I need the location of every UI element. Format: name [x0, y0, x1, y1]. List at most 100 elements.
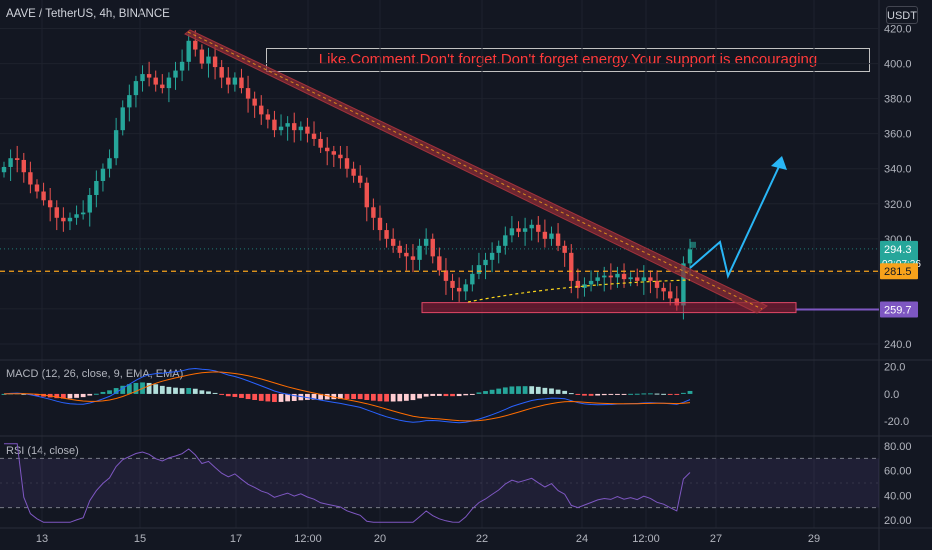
candle-body [536, 224, 541, 232]
macd-histogram-bar [522, 386, 528, 394]
candle-body [384, 230, 389, 239]
macd-histogram-bar [74, 393, 79, 398]
candle-body [404, 252, 409, 257]
currency-button[interactable]: USDT [886, 6, 918, 24]
support-badge: 259.7 [884, 304, 912, 316]
time-tick-label: 13 [36, 533, 48, 545]
macd-histogram-bar [245, 393, 251, 400]
candle-body [127, 95, 132, 108]
price-tick-label: 400.0 [884, 59, 912, 71]
macd-histogram-bar [687, 390, 693, 394]
rounded-bottom-curve [467, 279, 691, 303]
macd-histogram-bar [166, 386, 172, 394]
macd-histogram-bar [232, 393, 238, 397]
macd-histogram-bar [219, 393, 225, 395]
macd-histogram-bar [502, 387, 508, 394]
macd-histogram-bar [351, 393, 356, 400]
candle-body [615, 273, 620, 278]
candle-body [1, 166, 7, 173]
candle-body [173, 70, 178, 78]
candle-body [120, 107, 125, 131]
price-tick-label: 320.0 [884, 199, 912, 211]
macd-histogram-bar [298, 393, 304, 401]
candle-body [186, 40, 191, 62]
macd-histogram-bar [628, 393, 634, 395]
candle-body [226, 77, 231, 85]
macd-histogram-bar [305, 393, 310, 400]
macd-histogram-bar [278, 393, 284, 402]
macd-histogram-bar [456, 393, 462, 397]
candle-body [212, 56, 218, 68]
candle-body [74, 214, 79, 218]
macd-histogram-bar [364, 393, 370, 400]
last-price-badge: 294.3 [884, 244, 912, 256]
macd-histogram-bar [648, 393, 653, 395]
candle-body [641, 277, 647, 281]
candle-body [582, 284, 587, 288]
candle-body [516, 228, 521, 232]
macd-histogram-bar [159, 385, 165, 394]
candle-body [628, 277, 633, 280]
macd-histogram-bar [463, 393, 469, 396]
candle-body [681, 263, 686, 306]
candle-body [377, 217, 383, 231]
macd-histogram-bar [423, 393, 429, 397]
macd-histogram-bar [681, 392, 686, 394]
candle-body [87, 195, 92, 213]
candle-body [206, 56, 211, 64]
macd-histogram-bar [265, 393, 271, 402]
macd-histogram-bar [225, 393, 231, 397]
time-tick-label: 15 [134, 533, 146, 545]
macd-histogram-bar [390, 393, 396, 402]
macd-histogram-bar [377, 393, 383, 402]
signal-line [3, 371, 691, 422]
candle-body [318, 138, 323, 148]
macd-histogram-bar [54, 393, 60, 399]
candle-body [166, 77, 172, 89]
candle-body [311, 133, 317, 139]
macd-histogram-bar [126, 384, 132, 394]
macd-histogram-bar [509, 386, 515, 394]
macd-histogram-bar [562, 390, 568, 394]
candle-body [503, 235, 508, 246]
candle-body [14, 158, 20, 160]
candle-body [569, 252, 574, 281]
candle-body [588, 280, 594, 285]
candle-body [298, 126, 304, 131]
projection-arrowhead [771, 156, 787, 170]
level-badge: 281.5 [884, 266, 912, 278]
macd-histogram-bar [186, 387, 192, 394]
rsi-tick-label: 20.00 [884, 515, 912, 527]
candle-body [34, 184, 40, 192]
candle-body [325, 147, 330, 152]
macd-histogram-bar [120, 385, 126, 394]
candle-body [344, 158, 350, 169]
rsi-tick-label: 40.00 [884, 490, 912, 502]
macd-tick-label: 20.0 [884, 362, 905, 374]
macd-histogram-bar [608, 393, 614, 395]
candle-body [285, 123, 290, 127]
macd-histogram-bar [403, 393, 409, 401]
last-bar-marker [690, 241, 696, 248]
time-tick-label: 24 [576, 533, 588, 545]
candle-body [252, 98, 257, 106]
level-badge-bg [880, 263, 918, 280]
macd-histogram-bar [344, 393, 350, 399]
support-zone [421, 302, 797, 314]
candle-body [562, 245, 567, 253]
candle-body [357, 175, 363, 183]
candle-body [100, 168, 106, 181]
candle-body [595, 277, 600, 281]
candle-body [529, 224, 534, 229]
macd-histogram-bar [206, 391, 211, 394]
candle-body [292, 123, 297, 131]
macd-histogram-bar [667, 393, 673, 395]
candle-body [423, 238, 429, 246]
candle-body [140, 74, 145, 82]
macd-histogram-bar [133, 382, 139, 394]
candle-body [305, 126, 310, 134]
macd-histogram-bar [443, 393, 449, 397]
macd-histogram-bar [568, 393, 574, 395]
